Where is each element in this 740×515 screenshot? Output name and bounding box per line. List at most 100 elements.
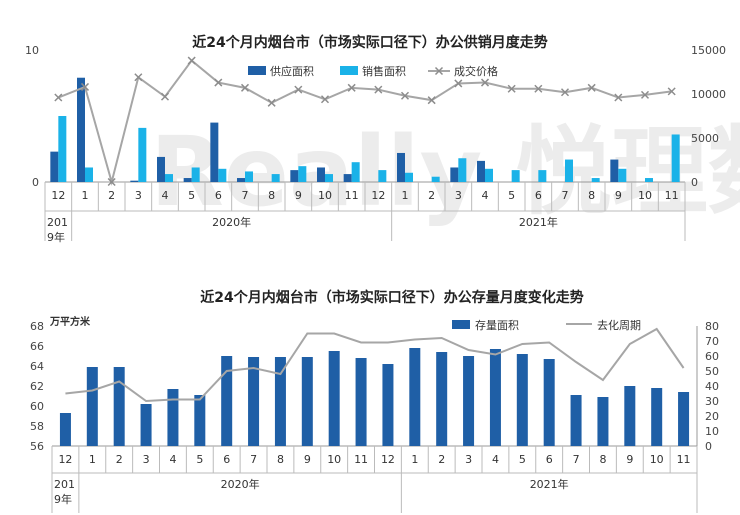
x-tick-label: 4 [492, 453, 499, 466]
sales-bar [351, 162, 360, 182]
supply-bar [77, 77, 85, 182]
sales-bar [85, 167, 93, 182]
right-axis-tick: 70 [705, 335, 719, 348]
x-tick-label: 9 [295, 189, 302, 202]
x-tick-label: 6 [223, 453, 230, 466]
sales-bar [511, 170, 520, 182]
stock-bar [409, 348, 421, 446]
x-tick-label: 12 [381, 453, 395, 466]
year-label-2021: 2021年 [519, 215, 558, 229]
supply-bar [50, 151, 59, 182]
sales-bar [458, 158, 467, 182]
x-tick-label: 1 [82, 189, 89, 202]
stock-bar [194, 395, 206, 446]
x-tick-label: 2 [116, 453, 123, 466]
x-tick-label: 2 [108, 189, 115, 202]
stock-bar [167, 389, 179, 446]
price-marker [240, 83, 250, 92]
stock-bar [113, 367, 125, 446]
x-tick-label: 4 [482, 189, 489, 202]
right-axis-tick: 50 [705, 365, 719, 378]
legend-label-cycle: 去化周期 [597, 318, 641, 332]
sales-bar [565, 159, 573, 182]
price-marker [107, 177, 116, 187]
stock-bar [463, 356, 475, 446]
supply-bar [183, 178, 192, 182]
left-axis-tick: 58 [30, 420, 44, 433]
price-marker [640, 90, 650, 99]
x-tick-label: 6 [546, 453, 553, 466]
stock-bar [678, 392, 690, 446]
stock-bar [248, 357, 260, 446]
x-tick-label: 7 [250, 453, 257, 466]
x-tick-label: 9 [626, 453, 633, 466]
price-marker [267, 98, 276, 107]
stock-bar [59, 413, 71, 446]
legend-label-price: 成交价格 [454, 64, 498, 78]
stock-bar [355, 358, 367, 446]
left-axis-tick: 10 [25, 44, 39, 57]
sales-bar [218, 168, 227, 182]
price-marker [320, 95, 330, 104]
x-tick-label: 1 [402, 189, 409, 202]
supply-bar [610, 159, 619, 182]
sales-bar [378, 170, 387, 182]
stock-bar [436, 352, 448, 446]
x-tick-label: 12 [51, 189, 65, 202]
sales-bar [538, 170, 547, 182]
supply-sales-chart: Really 悦理数据近24个月内烟台市（市场实际口径下）办公供销月度走势010… [25, 34, 740, 244]
left-axis-tick: 56 [30, 440, 44, 453]
price-marker [400, 91, 410, 100]
left-axis-tick: 68 [30, 320, 44, 333]
stock-bar [624, 386, 636, 446]
price-marker [374, 85, 383, 94]
year-label-2019-a: 201 [54, 478, 75, 491]
sales-bar [298, 166, 307, 182]
stock-bar [651, 388, 663, 446]
x-tick-label: 12 [58, 453, 72, 466]
right-axis-tick: 15000 [691, 44, 726, 57]
left-axis-tick: 66 [30, 340, 44, 353]
legend-label-stock: 存量面积 [475, 318, 519, 332]
sales-bar [405, 172, 413, 182]
x-tick-label: 10 [327, 453, 341, 466]
sales-bar [245, 171, 253, 182]
supply-bar [397, 152, 405, 182]
stock-bar [328, 351, 340, 446]
price-marker [560, 88, 570, 97]
right-axis-tick: 80 [705, 320, 719, 333]
x-tick-label: 6 [215, 189, 222, 202]
x-tick-label: 9 [304, 453, 311, 466]
x-tick-label: 3 [465, 453, 472, 466]
x-tick-label: 1 [89, 453, 96, 466]
legend-label-sales: 销售面积 [362, 64, 406, 78]
right-axis-tick: 0 [705, 440, 712, 453]
unit-label: 万平方米 [49, 315, 91, 328]
legend-marker-price [434, 66, 444, 76]
sales-bar [138, 127, 147, 182]
stock-bar [140, 404, 152, 446]
stock-bar [489, 349, 501, 446]
left-axis-tick: 62 [30, 380, 44, 393]
supply-bar [450, 167, 459, 182]
x-tick-label: 5 [519, 453, 526, 466]
x-tick-label: 2 [438, 453, 445, 466]
x-tick-label: 11 [677, 453, 691, 466]
stock-bar [221, 356, 233, 446]
year-label-2021: 2021年 [530, 477, 569, 491]
right-axis-tick: 5000 [691, 132, 719, 145]
x-tick-label: 10 [638, 189, 652, 202]
x-tick-label: 5 [508, 189, 515, 202]
x-tick-label: 11 [665, 189, 679, 202]
supply-bar [157, 156, 165, 182]
sales-bar [165, 174, 173, 182]
sales-bar [645, 178, 653, 182]
price-line [57, 59, 672, 186]
price-marker [427, 96, 436, 105]
x-tick-label: 7 [573, 453, 580, 466]
x-tick-label: 3 [135, 189, 142, 202]
price-marker [587, 83, 596, 92]
price-marker [347, 83, 356, 92]
sales-bar [325, 174, 333, 182]
stock-bar [382, 364, 394, 446]
